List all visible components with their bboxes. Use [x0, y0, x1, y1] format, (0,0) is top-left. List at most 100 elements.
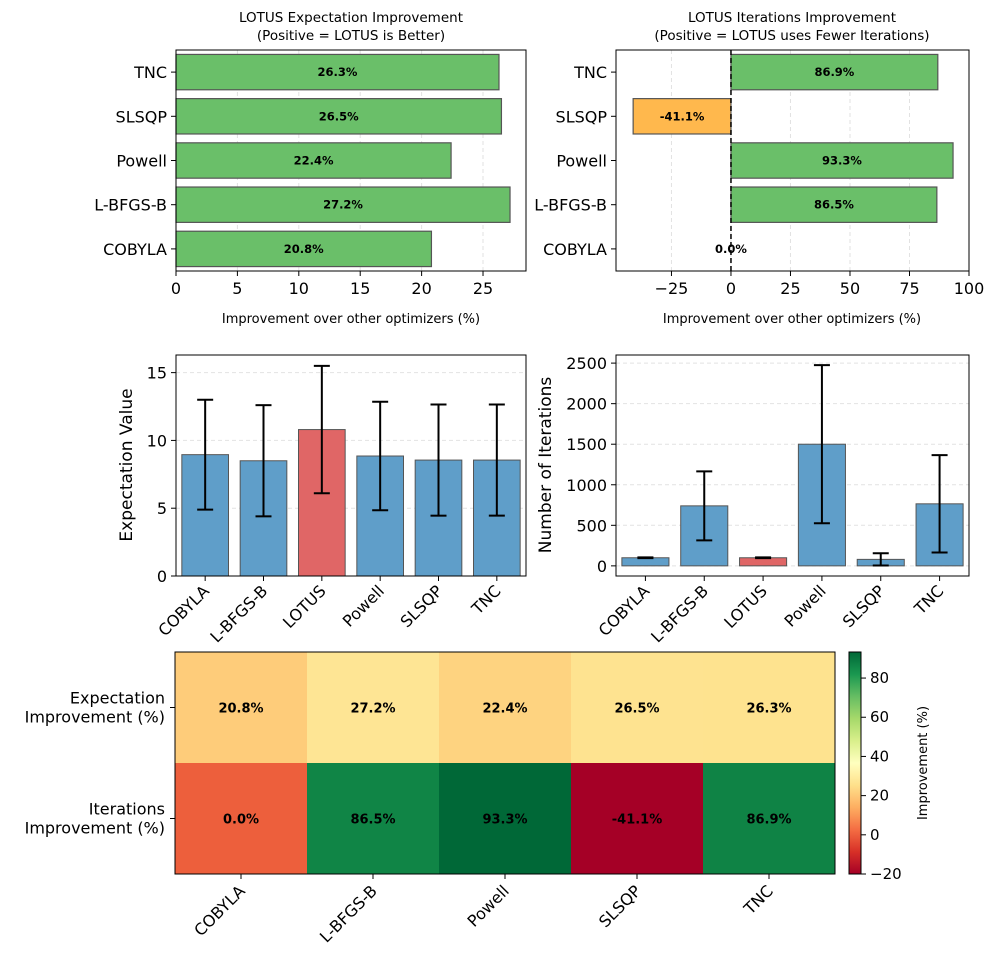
colorbar-label: Improvement (%) [916, 706, 931, 820]
heatmap-cell-label: 86.9% [746, 813, 791, 828]
bar-value-label: 93.3% [822, 154, 862, 168]
y-tick-label: 1000 [566, 476, 607, 495]
colorbar-tick-label: 80 [870, 669, 889, 687]
panel2-x-label: Improvement over other optimizers (%) [663, 312, 921, 327]
x-tick-label: LOTUS [720, 581, 771, 632]
x-tick-label: 20 [411, 279, 431, 298]
heatmap-cell [571, 652, 704, 764]
y-tick-label: COBYLA [543, 240, 607, 259]
x-tick-label: 5 [232, 279, 242, 298]
row-label: Expectation Improvement (%) [25, 689, 165, 727]
heatmap-cell-label: 93.3% [482, 813, 527, 828]
y-tick-label: TNC [133, 63, 167, 82]
x-tick-label: SLSQP [396, 581, 446, 631]
y-tick-label: 1500 [566, 435, 607, 454]
heatmap-cell-label: 22.4% [482, 702, 527, 717]
panel4-frame [615, 354, 970, 577]
bar-value-label: -41.1% [660, 109, 705, 123]
y-tick-label: 0 [157, 567, 167, 586]
panel1-x-ticks: 0 5 10 15 20 25 [171, 271, 493, 298]
y-tick-label: L-BFGS-B [94, 196, 167, 215]
panel1-subtitle: (Positive = LOTUS is Better) [257, 28, 445, 44]
y-tick-label: L-BFGS-B [534, 196, 607, 215]
x-tick-label: 0 [171, 279, 181, 298]
heatmap-cell-label: 26.5% [614, 702, 659, 717]
bar-value-label: 26.3% [318, 65, 358, 79]
colorbar-tick-label: 20 [870, 787, 889, 805]
heatmap-cell [571, 763, 704, 875]
x-tick-label: L-BFGS-B [206, 581, 271, 646]
colorbar-tick-label: −20 [870, 865, 902, 883]
panel2-title: LOTUS Iterations Improvement [688, 10, 896, 26]
x-tick-label: 0 [726, 279, 736, 298]
panel1-bars: 20.8% 27.2% 22.4% 26.5% 26.3% [175, 53, 511, 268]
colorbar-tick-label: 60 [870, 708, 889, 726]
panel3-error-bars [197, 364, 505, 518]
heatmap-cell [175, 763, 308, 875]
x-tick-label: COBYLA [595, 581, 654, 640]
heatmap-row-labels: Expectation Improvement (%) Iterations Impr… [25, 689, 175, 838]
x-tick-label: 15 [350, 279, 370, 298]
x-tick-label: 25 [780, 279, 800, 298]
y-tick-label: 2500 [566, 354, 607, 373]
heatmap-cell-label: 86.5% [350, 813, 395, 828]
column-label: L-BFGS-B [316, 881, 381, 946]
panel2-x-ticks: −25 0 25 50 75 100 [655, 271, 984, 298]
y-tick-label: SLSQP [556, 107, 608, 126]
heatmap-cell [439, 652, 572, 764]
y-tick-label: 15 [147, 364, 167, 383]
heatmap-cell [703, 652, 836, 764]
heatmap-cells: 20.8% 27.2% 22.4% 26.5% 26.3% 0.0% 86.5% 93.3% -… [175, 652, 836, 875]
heatmap-cell-label: -41.1% [612, 813, 663, 828]
x-tick-label: TNC [910, 581, 947, 618]
panel3-frame [175, 354, 527, 577]
panel1-x-label: Improvement over other optimizers (%) [222, 312, 480, 327]
panel1-y-ticks: COBYLA L-BFGS-B Powell SLSQP TNC [94, 63, 176, 259]
x-tick-label: Powell [780, 581, 829, 630]
y-tick-label: Powell [116, 152, 167, 171]
y-tick-label: TNC [573, 63, 607, 82]
heatmap-cell-label: 27.2% [350, 702, 395, 717]
x-tick-label: SLSQP [839, 581, 889, 631]
bar-value-label: 22.4% [294, 154, 334, 168]
bar-value-label: 86.5% [814, 198, 854, 212]
panel4-error-bars [637, 364, 948, 567]
panel2-subtitle: (Positive = LOTUS uses Fewer Iterations) [654, 28, 929, 44]
x-tick-label: 25 [473, 279, 493, 298]
x-tick-label: 10 [289, 279, 309, 298]
y-tick-label: 500 [576, 516, 607, 535]
bar-slsqp [632, 98, 732, 135]
improvement-heatmap-panel: 20.8% 27.2% 22.4% 26.5% 26.3% 0.0% 86.5% 93.3% -… [25, 651, 931, 946]
x-tick-label: L-BFGS-B [647, 581, 712, 646]
panel3-bars [181, 429, 521, 577]
y-tick-label: 0 [597, 557, 607, 576]
heatmap-cell [307, 763, 440, 875]
bar-value-label: 20.8% [284, 242, 324, 256]
y-tick-label: 2000 [566, 395, 607, 414]
colorbar-tick-label: 40 [870, 747, 889, 765]
y-tick-label: COBYLA [103, 240, 167, 259]
bar-powell [730, 142, 954, 179]
panel3-y-label: Expectation Value [117, 388, 137, 541]
column-label: Powell [464, 881, 513, 930]
colorbar [848, 651, 862, 875]
bar-tnc [730, 53, 939, 91]
y-tick-label: 10 [147, 431, 167, 450]
x-tick-label: 75 [899, 279, 919, 298]
expectation-improvement-panel: LOTUS Expectation Improvement (Positive … [94, 10, 527, 327]
heatmap-cell [307, 652, 440, 764]
bar-value-label: 0.0% [715, 242, 747, 256]
iterations-improvement-panel: LOTUS Iterations Improvement (Positive =… [534, 10, 984, 327]
heatmap-cell-label: 20.8% [218, 702, 263, 717]
x-tick-label: TNC [467, 581, 504, 618]
x-tick-label: Powell [339, 581, 388, 630]
bar-powell [175, 142, 452, 179]
bar-l-bfgs-b [175, 186, 511, 223]
panel3-y-ticks: 0 5 10 15 [147, 364, 176, 586]
bar-cobyla [175, 230, 433, 268]
